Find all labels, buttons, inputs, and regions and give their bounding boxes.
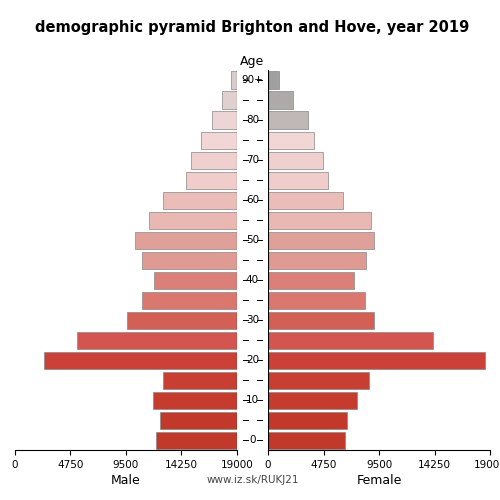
Bar bbox=[268, 232, 374, 248]
Bar bbox=[268, 132, 314, 148]
Bar bbox=[77, 332, 237, 348]
Text: 60: 60 bbox=[246, 195, 259, 205]
Text: 10: 10 bbox=[246, 395, 259, 405]
Text: 40: 40 bbox=[246, 275, 259, 285]
Bar bbox=[268, 312, 374, 328]
Bar bbox=[268, 412, 347, 428]
Bar bbox=[222, 92, 237, 108]
Text: 50: 50 bbox=[246, 235, 259, 245]
Bar bbox=[164, 372, 237, 388]
Text: 80: 80 bbox=[246, 115, 259, 125]
Bar bbox=[268, 152, 323, 168]
Bar bbox=[268, 392, 357, 408]
X-axis label: Female: Female bbox=[356, 474, 402, 487]
Bar bbox=[268, 172, 328, 188]
X-axis label: Male: Male bbox=[111, 474, 141, 487]
Bar bbox=[268, 272, 354, 288]
Bar bbox=[268, 192, 343, 208]
Bar bbox=[268, 332, 433, 348]
Bar bbox=[200, 132, 237, 148]
Text: 30: 30 bbox=[246, 315, 259, 325]
Bar bbox=[150, 212, 237, 228]
Bar bbox=[268, 252, 366, 268]
Bar bbox=[268, 432, 345, 448]
Bar bbox=[127, 312, 237, 328]
Bar bbox=[154, 272, 237, 288]
Bar bbox=[268, 212, 371, 228]
Bar bbox=[192, 152, 237, 168]
Bar bbox=[156, 432, 237, 448]
Text: Age: Age bbox=[240, 55, 264, 68]
Bar bbox=[160, 412, 237, 428]
Text: demographic pyramid Brighton and Hove, year 2019: demographic pyramid Brighton and Hove, y… bbox=[36, 20, 470, 35]
Bar bbox=[186, 172, 237, 188]
Bar bbox=[142, 252, 237, 268]
Text: 70: 70 bbox=[246, 155, 259, 165]
Bar bbox=[142, 292, 237, 308]
Bar bbox=[268, 372, 368, 388]
Bar bbox=[153, 392, 237, 408]
Bar bbox=[268, 292, 365, 308]
Bar bbox=[164, 192, 237, 208]
Bar bbox=[44, 352, 237, 368]
Text: 20: 20 bbox=[246, 355, 259, 365]
Text: 0: 0 bbox=[249, 435, 256, 445]
Bar bbox=[212, 112, 237, 128]
Bar bbox=[268, 112, 308, 128]
Bar bbox=[268, 352, 486, 368]
Text: 90+: 90+ bbox=[242, 75, 264, 85]
Bar bbox=[136, 232, 237, 248]
Bar bbox=[268, 72, 279, 88]
Bar bbox=[230, 72, 237, 88]
Bar bbox=[268, 92, 292, 108]
Text: www.iz.sk/RUKJ21: www.iz.sk/RUKJ21 bbox=[206, 475, 299, 485]
